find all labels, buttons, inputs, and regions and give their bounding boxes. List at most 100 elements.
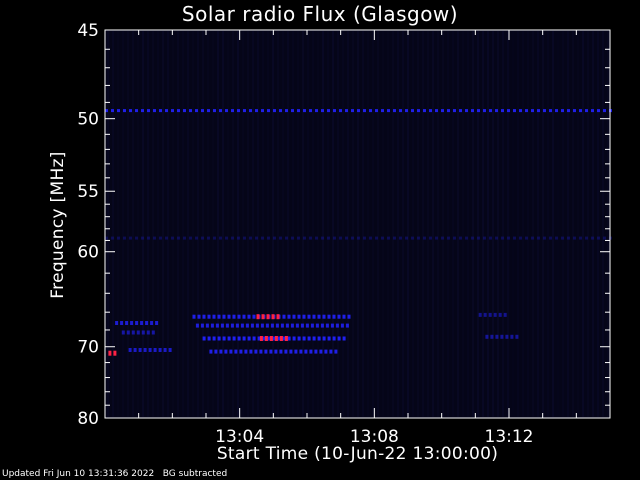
noise-column bbox=[202, 31, 204, 417]
emission-band-segment bbox=[507, 109, 510, 113]
noise-column bbox=[382, 31, 384, 417]
chart-title: Solar radio Flux (Glasgow) bbox=[181, 2, 459, 26]
emission-band-segment bbox=[159, 236, 162, 240]
emission-band-segment bbox=[459, 236, 462, 240]
burst-segment bbox=[115, 321, 119, 325]
burst-segment bbox=[133, 348, 137, 352]
emission-hotspot bbox=[271, 314, 275, 320]
emission-band-segment bbox=[177, 236, 180, 240]
emission-band-segment bbox=[291, 109, 294, 113]
emission-band-segment bbox=[237, 236, 240, 240]
burst-segment bbox=[232, 336, 236, 341]
burst-segment bbox=[495, 334, 499, 339]
burst-segment bbox=[342, 336, 346, 341]
emission-band-segment bbox=[267, 236, 270, 240]
burst-segment bbox=[289, 349, 293, 354]
emission-band-segment bbox=[591, 236, 594, 240]
emission-band-segment bbox=[315, 109, 318, 113]
emission-band-segment bbox=[321, 109, 324, 113]
emission-band-segment bbox=[369, 236, 372, 240]
emission-band-segment bbox=[207, 236, 210, 240]
emission-band-segment bbox=[279, 236, 282, 240]
burst-segment bbox=[155, 321, 159, 325]
burst-segment bbox=[287, 336, 291, 341]
emission-band-segment bbox=[483, 236, 486, 240]
emission-band-segment bbox=[585, 109, 588, 113]
noise-column bbox=[262, 31, 264, 417]
burst-segment bbox=[340, 323, 344, 328]
noise-column bbox=[582, 31, 584, 417]
burst-segment bbox=[307, 314, 311, 319]
emission-band-segment bbox=[261, 236, 264, 240]
burst-segment bbox=[299, 349, 303, 354]
y-tick-label: 60 bbox=[77, 243, 99, 263]
burst-segment bbox=[235, 323, 239, 328]
burst-segment bbox=[319, 349, 323, 354]
emission-band-segment bbox=[147, 236, 150, 240]
burst-segment bbox=[222, 336, 226, 341]
emission-hotspot bbox=[269, 336, 273, 341]
noise-column bbox=[452, 31, 454, 417]
burst-segment bbox=[322, 314, 326, 319]
burst-segment bbox=[515, 334, 519, 339]
emission-band-segment bbox=[147, 109, 150, 113]
x-tick-label: 13:12 bbox=[485, 427, 534, 447]
emission-band-segment bbox=[423, 109, 426, 113]
emission-band-segment bbox=[537, 109, 540, 113]
burst-segment bbox=[309, 349, 313, 354]
emission-band-segment bbox=[363, 109, 366, 113]
burst-segment bbox=[312, 314, 316, 319]
emission-band-segment bbox=[549, 236, 552, 240]
emission-band-segment bbox=[525, 236, 528, 240]
emission-band-segment bbox=[543, 109, 546, 113]
emission-band-segment bbox=[369, 109, 372, 113]
emission-band-segment bbox=[297, 236, 300, 240]
emission-band-segment bbox=[327, 109, 330, 113]
burst-segment bbox=[259, 349, 263, 354]
emission-band-segment bbox=[393, 109, 396, 113]
burst-segment bbox=[500, 334, 504, 339]
emission-band-segment bbox=[435, 109, 438, 113]
noise-column bbox=[362, 31, 364, 417]
noise-column bbox=[352, 31, 354, 417]
burst-segment bbox=[327, 314, 331, 319]
y-tick-label: 45 bbox=[77, 21, 99, 41]
noise-column bbox=[407, 31, 409, 417]
burst-segment bbox=[498, 312, 502, 317]
noise-column bbox=[552, 31, 554, 417]
burst-segment bbox=[227, 314, 231, 319]
burst-segment bbox=[282, 336, 286, 341]
noise-column bbox=[232, 31, 234, 417]
noise-column bbox=[512, 31, 514, 417]
noise-column bbox=[442, 31, 444, 417]
burst-segment bbox=[295, 323, 299, 328]
emission-band-segment bbox=[357, 236, 360, 240]
emission-band-segment bbox=[303, 236, 306, 240]
burst-segment bbox=[317, 314, 321, 319]
noise-column bbox=[187, 31, 189, 417]
noise-column bbox=[502, 31, 504, 417]
burst-segment bbox=[242, 314, 246, 319]
emission-band-segment bbox=[333, 236, 336, 240]
emission-band-segment bbox=[405, 109, 408, 113]
burst-segment bbox=[490, 334, 494, 339]
burst-segment bbox=[130, 321, 134, 325]
emission-band-segment bbox=[339, 236, 342, 240]
noise-column bbox=[402, 31, 404, 417]
emission-band-segment bbox=[153, 236, 156, 240]
noise-column bbox=[327, 31, 329, 417]
burst-segment bbox=[217, 314, 221, 319]
emission-band-segment bbox=[447, 236, 450, 240]
noise-column bbox=[517, 31, 519, 417]
emission-band-segment bbox=[459, 109, 462, 113]
burst-segment bbox=[332, 336, 336, 341]
burst-segment bbox=[310, 323, 314, 328]
emission-hotspot bbox=[108, 350, 112, 356]
emission-band-segment bbox=[183, 109, 186, 113]
emission-band-segment bbox=[279, 109, 282, 113]
noise-column bbox=[487, 31, 489, 417]
emission-band-segment bbox=[345, 236, 348, 240]
emission-band-segment bbox=[555, 109, 558, 113]
emission-band-segment bbox=[135, 109, 138, 113]
noise-column bbox=[237, 31, 239, 417]
